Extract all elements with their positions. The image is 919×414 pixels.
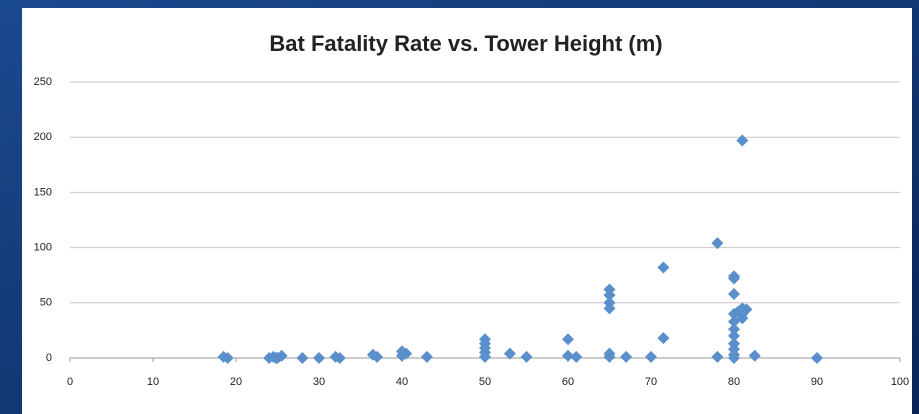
x-tick-label: 30 [313,376,325,388]
x-tick-label: 100 [891,376,909,388]
data-point [313,352,325,364]
x-tick-label: 10 [147,376,159,388]
x-tick-label: 80 [728,376,740,388]
data-point [620,350,633,363]
x-tick-label: 90 [811,376,823,388]
x-tick-label: 0 [67,376,73,388]
data-point [570,350,583,363]
x-tick-label: 50 [479,376,491,388]
y-tick-label: 250 [34,76,52,88]
data-point [645,350,657,363]
data-point [728,352,740,364]
data-point [603,350,616,363]
data-point [728,323,740,336]
data-point [420,350,433,363]
data-point [269,352,282,364]
data-point [657,332,670,345]
data-point [479,350,491,363]
data-point [732,305,745,318]
data-point [562,349,574,362]
data-point [221,352,234,364]
data-point [728,287,740,300]
data-point [748,349,761,362]
data-point [503,347,516,360]
y-tick-label: 150 [34,186,52,198]
data-point [711,237,724,250]
data-point [562,333,574,346]
x-tick-label: 40 [396,376,408,388]
chart-panel [22,8,912,414]
data-point [740,303,753,316]
y-tick-label: 200 [34,131,52,143]
data-point [811,352,823,364]
data-point [400,347,413,360]
chart-title: Bat Fatality Rate vs. Tower Height (m) [269,31,662,56]
x-tick-label: 60 [562,376,574,388]
data-point [603,289,616,302]
data-point [603,302,616,315]
data-point [371,350,384,363]
data-point [333,352,346,364]
y-tick-label: 0 [46,352,52,364]
x-tick-label: 70 [645,376,657,388]
data-point [728,329,740,342]
x-tick-label: 20 [230,376,242,388]
data-point [520,350,533,363]
data-point [711,350,724,363]
data-point [657,261,670,274]
y-tick-label: 100 [34,242,52,254]
data-point [728,272,740,285]
data-point [296,352,309,364]
data-point [736,134,749,147]
y-tick-label: 50 [40,297,52,309]
